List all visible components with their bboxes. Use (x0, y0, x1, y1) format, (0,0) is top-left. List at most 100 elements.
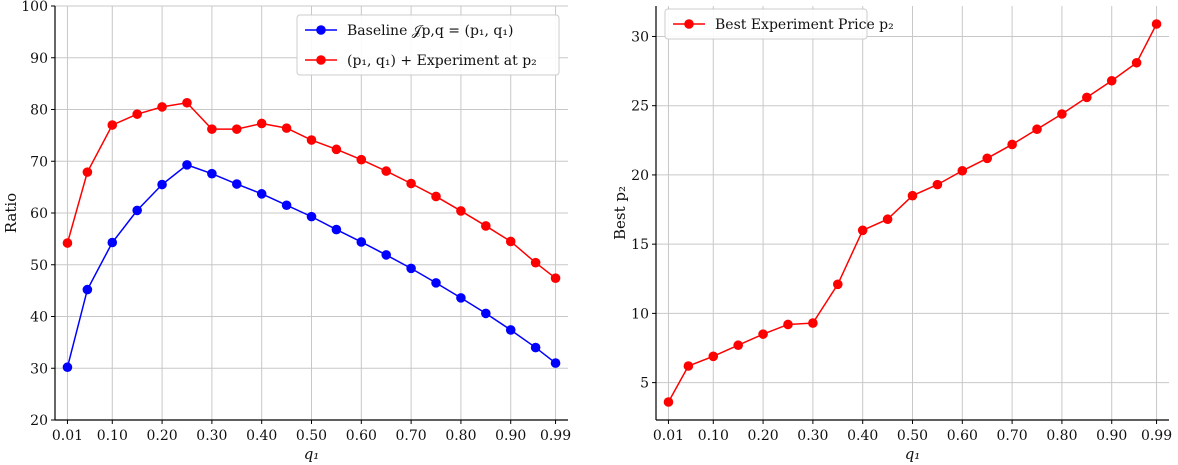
data-point (281, 123, 292, 133)
x-tick-label: 0.01 (52, 428, 83, 444)
x-axis-label: q₁ (905, 445, 921, 463)
data-point (306, 211, 317, 222)
data-point (481, 221, 491, 231)
x-tick-label: 0.20 (747, 428, 778, 444)
y-tick-label: 20 (30, 413, 48, 429)
x-tick-label: 0.90 (495, 428, 526, 444)
data-point (132, 205, 142, 216)
x-tick-label: 0.80 (445, 428, 476, 444)
series-1 (663, 19, 1162, 407)
data-point (132, 109, 142, 119)
data-point (431, 191, 441, 202)
y-axis-label: Ratio (2, 193, 20, 233)
x-tick-label: 0.90 (1096, 428, 1127, 444)
data-point (182, 160, 192, 170)
data-point (406, 263, 416, 274)
y-tick-label: 20 (631, 168, 649, 184)
y-tick-label: 30 (30, 361, 48, 377)
y-tick-label: 15 (631, 237, 649, 253)
data-point (207, 168, 217, 179)
data-point (356, 237, 367, 247)
x-tick-label: 0.30 (797, 428, 828, 444)
x-tick-label: 0.40 (847, 428, 878, 444)
data-point (1057, 109, 1067, 119)
x-tick-label: 0.80 (1046, 428, 1077, 444)
data-point (708, 351, 719, 362)
data-point (157, 179, 167, 190)
x-tick-label: 0.99 (1141, 428, 1172, 444)
y-tick-label: 40 (30, 310, 48, 326)
data-point (256, 118, 267, 129)
data-point (107, 237, 118, 248)
data-point (431, 278, 441, 288)
x-tick-label: 0.40 (246, 428, 277, 444)
data-point (207, 124, 217, 134)
data-point (82, 167, 93, 177)
data-point (758, 329, 768, 339)
x-tick-label: 0.60 (346, 428, 377, 444)
y-tick-label: 5 (640, 376, 649, 392)
data-point (882, 214, 893, 225)
data-point (982, 153, 993, 164)
data-point (857, 225, 868, 236)
legend: Best Experiment Price p₂ (664, 8, 894, 40)
x-tick-label: 0.10 (698, 428, 729, 444)
data-point (481, 308, 491, 319)
x-tick-label: 0.70 (997, 428, 1028, 444)
legend-label: (p₁, q₁) + Experiment at p₂ (347, 53, 537, 69)
x-tick-label: 0.99 (540, 428, 571, 444)
x-tick-label: 0.60 (947, 428, 978, 444)
data-point (356, 154, 367, 165)
legend-label: Baseline 𝒥p,q = (p₁, q₁) (347, 23, 513, 39)
y-tick-label: 80 (30, 103, 48, 119)
data-point (530, 342, 541, 353)
legend-marker (316, 55, 326, 65)
data-point (683, 361, 694, 371)
y-tick-label: 25 (631, 99, 649, 115)
data-point (82, 284, 93, 295)
legend: Baseline 𝒥p,q = (p₁, q₁) (p₁, q₁) + Exper… (296, 14, 560, 76)
data-point (832, 279, 843, 290)
legend-box (296, 14, 560, 76)
x-tick-label: 0.01 (653, 428, 684, 444)
data-point (456, 293, 466, 303)
data-point (157, 102, 167, 112)
data-point (530, 257, 541, 268)
y-tick-label: 10 (631, 306, 649, 322)
legend-marker (316, 25, 326, 35)
y-tick-label: 90 (30, 51, 48, 67)
data-point (1082, 92, 1092, 103)
data-point (306, 135, 317, 145)
data-point (62, 238, 73, 248)
data-point (783, 319, 793, 330)
data-point (550, 273, 561, 284)
x-tick-label: 0.10 (97, 428, 128, 444)
data-point (932, 179, 943, 190)
data-point (1007, 139, 1017, 150)
legend-marker (684, 19, 694, 29)
y-tick-label: 100 (21, 0, 48, 15)
data-point (808, 318, 818, 328)
data-point (663, 397, 674, 407)
y-tick-label: 70 (30, 154, 48, 170)
chart-panel-2: 5 10 15 20 25 30 0.01 0.10 0.20 0.30 0.40 0.50 0.60 0… (611, 6, 1172, 463)
data-point (505, 236, 516, 247)
y-tick-label: 60 (30, 206, 48, 222)
x-tick-label: 0.20 (146, 428, 177, 444)
data-point (381, 166, 392, 176)
data-point (182, 97, 192, 108)
y-tick-label: 30 (631, 29, 649, 45)
data-point (281, 200, 292, 211)
data-point (1106, 75, 1117, 86)
data-point (907, 190, 918, 201)
x-tick-label: 0.30 (196, 428, 227, 444)
data-point (331, 224, 342, 235)
data-point (456, 206, 466, 216)
legend-box (664, 8, 868, 40)
data-point (256, 189, 267, 199)
chart-panel-1: 20 30 40 50 60 70 80 90 100 0.01 0.10 0.20 0.30 0.40 0… (2, 0, 571, 463)
data-point (1131, 57, 1142, 68)
data-point (331, 144, 342, 155)
data-point (231, 124, 242, 134)
